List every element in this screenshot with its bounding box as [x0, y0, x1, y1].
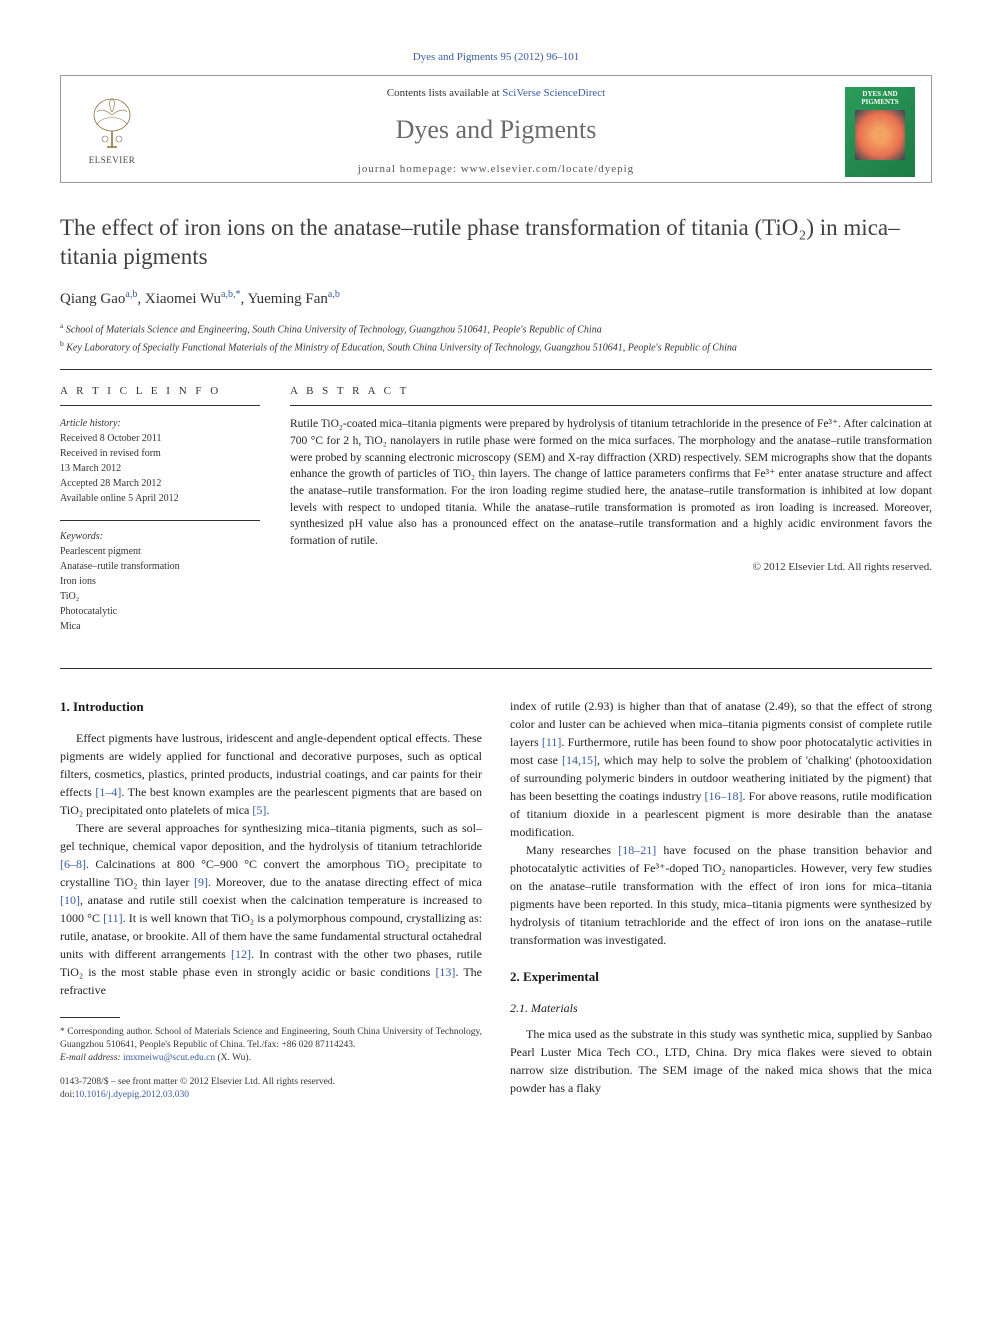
homepage-prefix: journal homepage:: [358, 163, 461, 175]
keyword-1: Pearlescent pigment: [60, 546, 141, 557]
ref-link-9[interactable]: [9]: [194, 875, 208, 889]
journal-name: Dyes and Pigments: [147, 112, 845, 148]
keywords-label: Keywords:: [60, 531, 103, 542]
doi-block: 0143-7208/$ – see front matter © 2012 El…: [60, 1076, 482, 1103]
keyword-6: Mica: [60, 621, 81, 632]
divider-bottom: [60, 668, 932, 669]
ref-link-12[interactable]: [12]: [231, 947, 251, 961]
journal-header-box: ELSEVIER Contents lists available at Sci…: [60, 75, 932, 182]
affiliation-b-text: Key Laboratory of Specially Functional M…: [66, 342, 737, 353]
ref-link-11b[interactable]: [11]: [542, 735, 562, 749]
intro-heading: 1. Introduction: [60, 697, 482, 717]
author-list: Qiang Gaoa,b, Xiaomei Wua,b,*, Yueming F…: [60, 288, 932, 310]
keyword-3: Iron ions: [60, 576, 96, 587]
cover-thumb-title: DYES AND PIGMENTS: [849, 91, 911, 106]
intro-p2c: . Moreover, due to the anatase directing…: [208, 875, 482, 889]
affiliation-a-text: School of Materials Science and Engineer…: [66, 325, 602, 336]
col2-paragraph-1: index of rutile (2.93) is higher than th…: [510, 697, 932, 841]
abstract-copyright: © 2012 Elsevier Ltd. All rights reserved…: [290, 560, 932, 575]
author-1: Qiang Gao: [60, 291, 125, 307]
abstract-label: A B S T R A C T: [290, 384, 932, 406]
keyword-4: TiO₂: [60, 591, 79, 602]
homepage-url: www.elsevier.com/locate/dyepig: [461, 163, 634, 175]
experimental-heading: 2. Experimental: [510, 967, 932, 987]
ref-link-14-15[interactable]: [14,15]: [562, 753, 597, 767]
elsevier-label: ELSEVIER: [89, 154, 136, 167]
intro-paragraph-1: Effect pigments have lustrous, iridescen…: [60, 729, 482, 819]
journal-cover-thumbnail: DYES AND PIGMENTS: [845, 87, 915, 177]
online-date: Available online 5 April 2012: [60, 493, 179, 504]
header-center: Contents lists available at SciVerse Sci…: [147, 86, 845, 177]
keyword-2: Anatase–rutile transformation: [60, 561, 180, 572]
revised-line1: Received in revised form: [60, 448, 161, 459]
doi-link[interactable]: 10.1016/j.dyepig.2012.03.030: [75, 1090, 189, 1100]
front-matter-line: 0143-7208/$ – see front matter © 2012 El…: [60, 1077, 335, 1087]
ref-link-18-21[interactable]: [18–21]: [618, 843, 656, 857]
footnote-separator: [60, 1017, 120, 1018]
info-divider: [60, 520, 260, 521]
ref-link-6-8[interactable]: [6–8]: [60, 857, 86, 871]
homepage-line: journal homepage: www.elsevier.com/locat…: [147, 162, 845, 177]
intro-p1b: . The best known examples are the pearle…: [60, 785, 482, 817]
doi-prefix: doi:: [60, 1090, 75, 1100]
keyword-5: Photocatalytic: [60, 606, 117, 617]
article-info-label: A R T I C L E I N F O: [60, 384, 260, 406]
author-2: Xiaomei Wu: [145, 291, 221, 307]
affiliations: a School of Materials Science and Engine…: [60, 320, 932, 355]
header-row: ELSEVIER Contents lists available at Sci…: [61, 76, 931, 181]
email-label: E-mail address:: [60, 1053, 123, 1063]
info-abstract-row: A R T I C L E I N F O Article history: R…: [60, 384, 932, 648]
author-2-aff: a,b,*: [221, 289, 240, 300]
contents-available-line: Contents lists available at SciVerse Sci…: [147, 86, 845, 101]
footnote-text: * Corresponding author. School of Materi…: [60, 1027, 482, 1050]
intro-paragraph-2: There are several approaches for synthes…: [60, 819, 482, 999]
article-info-column: A R T I C L E I N F O Article history: R…: [60, 384, 260, 648]
citation-line: Dyes and Pigments 95 (2012) 96–101: [60, 50, 932, 65]
article-title: The effect of iron ions on the anatase–r…: [60, 213, 932, 273]
elsevier-tree-icon: [87, 97, 137, 152]
materials-paragraph-1: The mica used as the substrate in this s…: [510, 1025, 932, 1097]
contents-prefix: Contents lists available at: [387, 87, 502, 99]
cover-thumb-image: [855, 110, 905, 160]
sciencedirect-link[interactable]: SciVerse ScienceDirect: [502, 87, 605, 99]
divider-top: [60, 369, 932, 370]
keywords-block: Keywords: Pearlescent pigment Anatase–ru…: [60, 529, 260, 634]
ref-link-13[interactable]: [13]: [435, 965, 455, 979]
ref-link-5[interactable]: [5]: [252, 803, 266, 817]
author-3: Yueming Fan: [247, 291, 327, 307]
body-left-column: 1. Introduction Effect pigments have lus…: [60, 697, 482, 1102]
page-container: Dyes and Pigments 95 (2012) 96–101 ELSEV…: [0, 0, 992, 1142]
ref-link-11[interactable]: [11]: [103, 911, 123, 925]
revised-line2: 13 March 2012: [60, 463, 121, 474]
ref-link-1-4[interactable]: [1–4]: [95, 785, 121, 799]
affiliation-a: a School of Materials Science and Engine…: [60, 320, 932, 337]
author-1-aff: a,b: [125, 289, 137, 300]
body-right-column: index of rutile (2.93) is higher than th…: [510, 697, 932, 1102]
col2-p2a: Many researches: [526, 843, 618, 857]
body-two-column: 1. Introduction Effect pigments have lus…: [60, 697, 932, 1102]
history-label: Article history:: [60, 418, 121, 429]
intro-p1c: .: [266, 803, 269, 817]
materials-heading: 2.1. Materials: [510, 999, 932, 1017]
ref-link-16-18[interactable]: [16–18]: [705, 789, 743, 803]
col2-paragraph-2: Many researches [18–21] have focused on …: [510, 841, 932, 949]
email-suffix: (X. Wu).: [215, 1053, 251, 1063]
abstract-text: Rutile TiO₂-coated mica–titania pigments…: [290, 416, 932, 549]
article-history-block: Article history: Received 8 October 2011…: [60, 416, 260, 506]
received-date: Received 8 October 2011: [60, 433, 162, 444]
abstract-column: A B S T R A C T Rutile TiO₂-coated mica–…: [290, 384, 932, 648]
affiliation-b: b Key Laboratory of Specially Functional…: [60, 338, 932, 355]
corresponding-author-footnote: * Corresponding author. School of Materi…: [60, 1026, 482, 1066]
intro-p2a: There are several approaches for synthes…: [60, 821, 482, 853]
email-link[interactable]: imxmeiwu@scut.edu.cn: [123, 1053, 215, 1063]
ref-link-10[interactable]: [10]: [60, 893, 80, 907]
elsevier-logo: ELSEVIER: [77, 92, 147, 172]
accepted-date: Accepted 28 March 2012: [60, 478, 161, 489]
author-3-aff: a,b: [328, 289, 340, 300]
col2-p2b: have focused on the phase transition beh…: [510, 843, 932, 947]
